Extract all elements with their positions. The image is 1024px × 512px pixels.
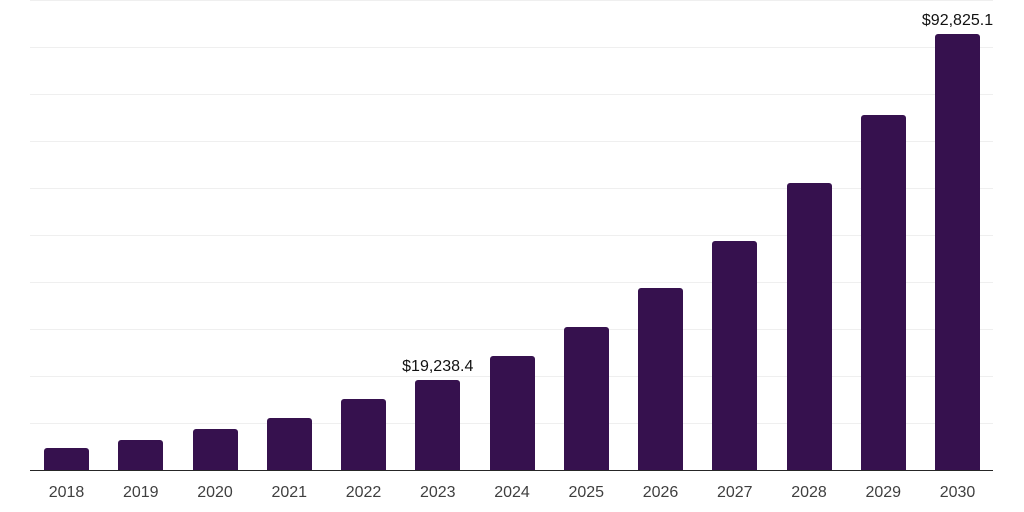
x-tick-label-2028: 2028 xyxy=(791,484,827,501)
x-tick-label-2027: 2027 xyxy=(716,484,753,501)
bar-2019 xyxy=(118,439,164,470)
gridline-90000 xyxy=(30,47,993,48)
bar-2026 xyxy=(638,288,683,470)
x-tick-label-2020: 2020 xyxy=(197,484,233,501)
gridline-60000 xyxy=(30,188,993,189)
bar-2022 xyxy=(341,398,386,470)
x-tick-label-2026: 2026 xyxy=(642,484,679,501)
bar-2027 xyxy=(712,241,758,470)
bar-2028 xyxy=(786,183,832,470)
gridline-50000 xyxy=(30,235,993,236)
x-tick-label-2021: 2021 xyxy=(271,484,308,501)
bar-value-label-2023: $19,238.4 xyxy=(402,357,474,375)
x-tick-label-2025: 2025 xyxy=(568,484,605,501)
bar-2030 xyxy=(935,33,980,470)
x-tick-label-2022: 2022 xyxy=(345,484,382,501)
x-tick-label-2024: 2024 xyxy=(494,484,530,501)
plot-area: $19,238.4 $92,825.1 xyxy=(30,0,993,471)
bar-2018 xyxy=(44,448,89,470)
bar-2025 xyxy=(563,326,609,470)
gridline-80000 xyxy=(30,94,993,95)
x-tick-label-2030: 2030 xyxy=(939,484,976,501)
x-tick-label-2018: 2018 xyxy=(48,484,85,501)
bar-2024 xyxy=(489,355,535,470)
bar-value-label-2030: $92,825.1 xyxy=(921,11,994,29)
x-tick-label-2029: 2029 xyxy=(865,484,902,501)
gridline-30000 xyxy=(30,329,993,330)
gridline-40000 xyxy=(30,282,993,283)
bar-2021 xyxy=(266,417,312,470)
gridline-70000 xyxy=(30,141,993,142)
bar-2029 xyxy=(860,115,906,470)
gridline-100000 xyxy=(30,0,993,1)
bar-2023 xyxy=(415,379,461,470)
x-tick-label-2023: 2023 xyxy=(419,484,456,501)
x-tick-label-2019: 2019 xyxy=(122,484,159,501)
bar-2020 xyxy=(192,429,238,470)
